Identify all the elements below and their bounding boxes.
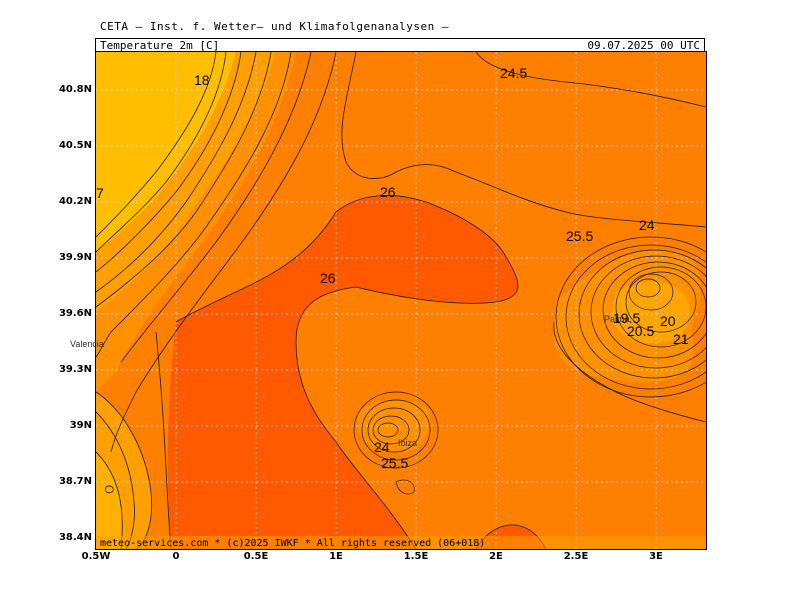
contour-label: 25.5 — [566, 228, 593, 244]
southwest-land-core — [96, 452, 123, 549]
lat-tick-label: 40.5N — [58, 140, 92, 151]
ibiza-contours — [353, 391, 439, 495]
contour-label: 21 — [673, 331, 689, 347]
lon-tick-label: 0.5W — [81, 551, 111, 562]
lat-tick-label: 39N — [69, 420, 92, 431]
contour-label: 18 — [194, 72, 210, 88]
mallorca-contours — [555, 236, 706, 398]
contour-label: 20.5 — [627, 323, 654, 339]
lon-tick-label: 0 — [172, 551, 180, 562]
place-label-palma: Palma — [604, 314, 630, 324]
lat-tick-label: 38.4N — [58, 532, 92, 543]
lon-tick-label: 1E — [329, 551, 343, 562]
contour-label: 24.5 — [500, 65, 527, 81]
lon-tick-label: 2.5E — [563, 551, 589, 562]
temperature-map: 18 24.5 7 26 25.5 24 26 19.5 20 20.5 21 … — [95, 51, 707, 550]
contour-label: 24 — [374, 439, 390, 455]
contour-label: 26 — [320, 270, 336, 286]
place-label-ibiza: Ibiza — [398, 438, 417, 448]
lon-tick-label: 1.5E — [403, 551, 429, 562]
contour-label: 26 — [380, 184, 396, 200]
ibiza-island — [358, 400, 430, 453]
valid-datetime: 09.07.2025 00 UTC — [587, 39, 700, 52]
contour-label: 19.5 — [613, 310, 640, 326]
warm-core — [167, 195, 518, 549]
contour-label-layer: 18 24.5 7 26 25.5 24 26 19.5 20 20.5 21 … — [96, 65, 689, 471]
place-label-layer: Palma Ibiza — [398, 314, 630, 448]
lat-tick-label: 39.9N — [58, 252, 92, 263]
header-credit: CETA — Inst. f. Wetter— und Klimafolgena… — [100, 20, 450, 33]
map-canvas: 18 24.5 7 26 25.5 24 26 19.5 20 20.5 21 … — [96, 52, 706, 549]
lat-tick-label: 38.7N — [58, 476, 92, 487]
mallorca-core — [611, 281, 690, 344]
contour-label: 25.5 — [381, 455, 408, 471]
contour-label: 24 — [639, 217, 655, 233]
copyright-text: meteo-services.com * (c)2025 IWKF * All … — [100, 538, 485, 549]
variable-title: Temperature 2m [C] — [100, 39, 220, 52]
lat-tick-label: 40.8N — [58, 84, 92, 95]
mid-region — [96, 52, 276, 312]
contour-lines — [96, 52, 706, 549]
footer-band — [96, 536, 706, 549]
contour-label: 7 — [96, 185, 104, 201]
lon-tick-label: 3E — [649, 551, 663, 562]
place-label-valencia: Valencia — [70, 339, 104, 349]
lat-tick-label: 39.6N — [58, 308, 92, 319]
lat-tick-label: 40.2N — [58, 196, 92, 207]
lat-tick-label: 39.3N — [58, 364, 92, 375]
contour-label: 20 — [660, 313, 676, 329]
mid-region-2 — [96, 52, 296, 392]
lon-tick-label: 2E — [489, 551, 503, 562]
lon-tick-label: 0.5E — [243, 551, 269, 562]
graticule — [96, 52, 706, 549]
